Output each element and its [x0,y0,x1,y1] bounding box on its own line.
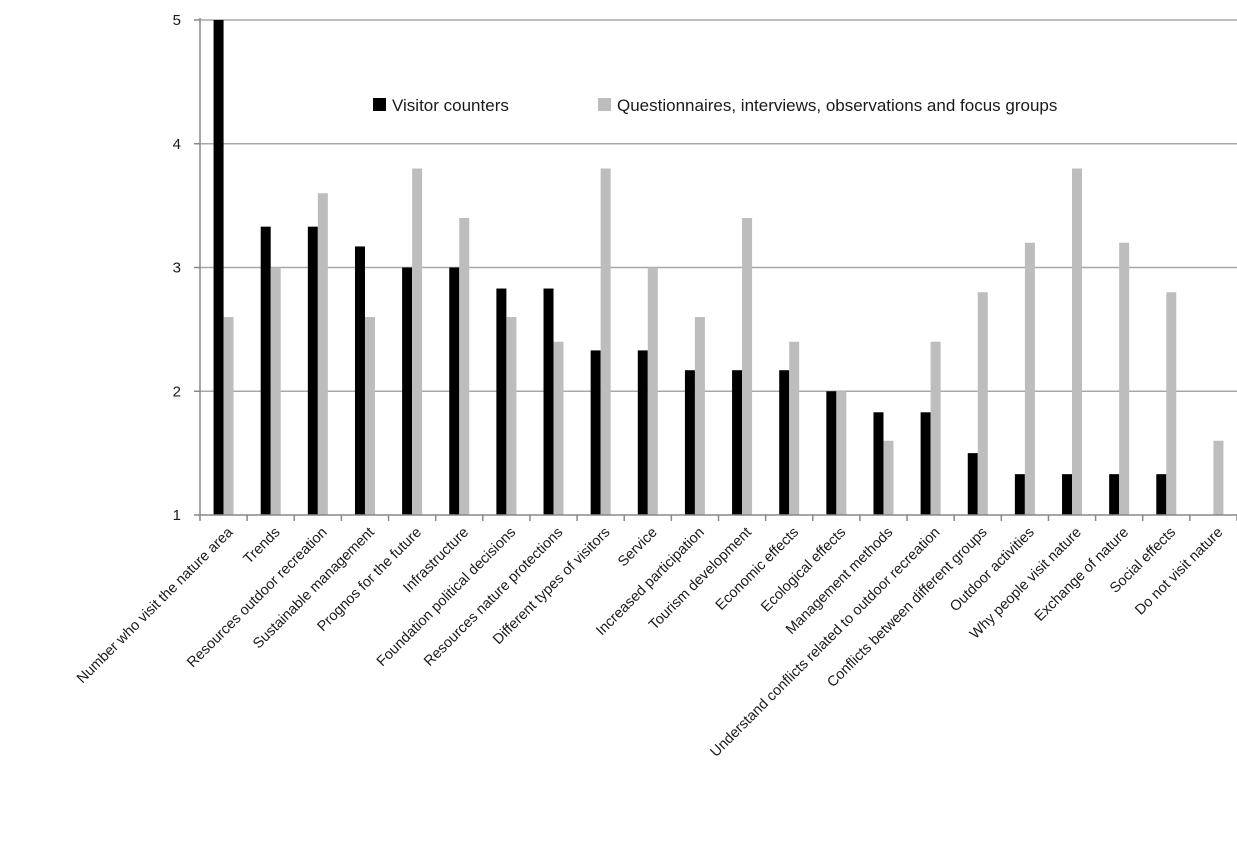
bar-visitor-counters [637,350,648,515]
bar-visitor-counters [1109,474,1120,515]
bar-questionnaires [412,168,423,515]
bar-questionnaires [883,440,894,515]
axes [199,18,1237,521]
bar-questionnaires [694,317,705,515]
bar-visitor-counters [684,370,695,515]
bar-questionnaires [506,317,517,515]
bar-visitor-counters [826,391,837,515]
bar-visitor-counters [354,246,365,515]
x-tick-label: Do not visit nature [1132,525,1226,619]
bar-questionnaires [647,267,658,515]
bar-questionnaires [836,391,847,515]
x-tick-label: Service [615,525,661,571]
y-tick-label: 5 [173,12,181,29]
y-tick-label: 2 [173,383,181,400]
bar-visitor-counters [873,412,884,515]
legend: Visitor counters Questionnaires, intervi… [373,96,1057,115]
bar-visitor-counters [920,412,931,515]
bar-visitor-counters [1062,474,1073,515]
bar-questionnaires [223,317,234,515]
x-tick-label: Outdoor activities [947,525,1038,616]
bar-questionnaires [1119,242,1130,515]
bar-visitor-counters [496,288,507,515]
bar-visitor-counters [449,267,460,515]
x-tick-label: Number who visit the nature area [74,524,237,687]
bar-visitor-counters [1156,474,1167,515]
bar-questionnaires [364,317,375,515]
bar-questionnaires [553,341,564,515]
bar-visitor-counters [543,288,554,515]
bar-questionnaires [742,218,753,515]
gridlines [200,19,1237,392]
y-tick-label: 4 [173,136,181,153]
bar-questionnaires [270,267,281,515]
x-tick-label: Understand conflicts related to outdoor … [708,525,944,761]
bar-visitor-counters [779,370,790,515]
x-tick-label: Trends [241,525,284,568]
x-axis-labels: Number who visit the nature area TrendsRe… [74,524,1226,761]
y-axis-ticks: 1 2 3 4 5 [173,12,200,524]
bar-visitor-counters [1014,474,1025,515]
bar-visitor-counters [260,226,271,515]
legend-label-questionnaires: Questionnaires, interviews, observations… [617,96,1057,115]
bar-questionnaires [1072,168,1083,515]
legend-label-visitor-counters: Visitor counters [392,96,509,115]
bar-questionnaires [1166,292,1177,515]
bar-questionnaires [459,218,470,515]
bar-questionnaires [930,341,941,515]
bars [213,20,1224,515]
y-tick-label: 1 [173,507,181,524]
x-tick-label: Economic effects [713,525,802,614]
bar-questionnaires [1024,242,1035,515]
bar-visitor-counters [213,20,224,515]
bar-visitor-counters [590,350,601,515]
bar-questionnaires [1213,440,1224,515]
bar-visitor-counters [402,267,413,515]
legend-swatch-visitor-counters [373,98,386,111]
bar-questionnaires [600,168,611,515]
x-tick-label: Ecological effects [758,525,849,616]
bar-visitor-counters [307,226,318,515]
y-tick-label: 3 [173,260,181,277]
bar-visitor-counters [967,453,978,515]
bar-questionnaires [317,193,328,515]
bar-questionnaires [789,341,800,515]
legend-swatch-questionnaires [598,98,611,111]
bar-questionnaires [977,292,988,515]
bar-visitor-counters [732,370,743,515]
